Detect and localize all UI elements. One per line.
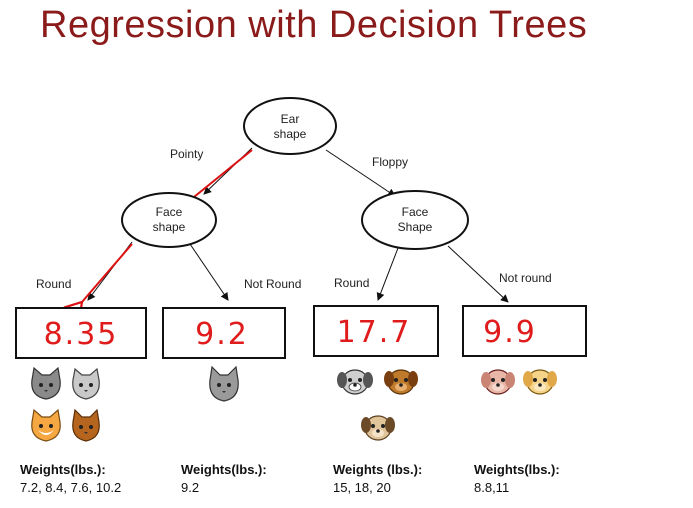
weights-values-1: 7.2, 8.4, 7.6, 10.2	[20, 480, 122, 495]
leaf-box-1: 8.35	[15, 307, 147, 359]
leaf-box-4: 9.9	[462, 305, 587, 357]
grey-cat-icon	[209, 365, 239, 402]
leaf-value-1: 8.35	[44, 317, 119, 352]
pink-dog-icon	[481, 369, 515, 395]
leaf-value-3: 17.7	[337, 315, 412, 350]
node-face-shape-right-line2: Shape	[398, 220, 433, 234]
node-face-shape-left-line2: shape	[153, 220, 186, 234]
grey-dog-icon	[337, 369, 373, 395]
node-ear-shape-line2: shape	[274, 127, 307, 141]
weights-values-4: 8.8,11	[474, 480, 510, 495]
leaf-value-4: 9.9	[483, 315, 537, 350]
highlight-path-round	[82, 243, 133, 302]
brown-dog-icon	[384, 369, 418, 395]
leaf-box-3: 17.7	[313, 305, 439, 357]
node-ear-shape: Ear shape	[243, 97, 337, 155]
orange-cat-icon	[31, 408, 61, 442]
edge-right-to-leaf4	[447, 245, 509, 303]
edge-label-pointy: Pointy	[170, 147, 203, 161]
node-ear-shape-line1: Ear	[281, 112, 300, 126]
tan-dog-icon	[361, 415, 395, 441]
node-face-shape-right-line1: Face	[402, 205, 429, 219]
highlight-path-pointy	[194, 149, 253, 197]
edge-left-to-leaf2	[189, 243, 229, 301]
node-face-shape-right: Face Shape	[361, 190, 469, 250]
weights-values-3: 15, 18, 20	[333, 480, 391, 495]
weights-title-1: Weights(lbs.):	[20, 462, 106, 477]
edge-label-right-not-round: Not round	[499, 271, 552, 285]
leaf-value-2: 9.2	[195, 317, 249, 352]
yellow-dog-icon	[523, 369, 557, 395]
edge-root-to-right	[325, 149, 396, 197]
weights-title-3: Weights (lbs.):	[333, 462, 423, 477]
page-title: Regression with Decision Trees	[40, 4, 588, 46]
weights-title-4: Weights(lbs.):	[474, 462, 560, 477]
weights-values-2: 9.2	[181, 480, 200, 495]
node-face-shape-left: Face shape	[121, 192, 217, 248]
edge-label-left-round: Round	[36, 277, 71, 291]
edge-right-to-leaf3	[376, 247, 399, 301]
edge-label-left-not-round: Not Round	[244, 277, 301, 291]
edge-label-right-round: Round	[334, 276, 369, 290]
edge-label-floppy: Floppy	[372, 155, 408, 169]
leaf-box-2: 9.2	[162, 307, 286, 359]
grey-cat-icon	[31, 366, 61, 400]
grey-cat-icon	[72, 367, 100, 400]
node-face-shape-left-line1: Face	[156, 205, 183, 219]
brown-cat-icon	[72, 408, 100, 442]
weights-title-2: Weights(lbs.):	[181, 462, 267, 477]
